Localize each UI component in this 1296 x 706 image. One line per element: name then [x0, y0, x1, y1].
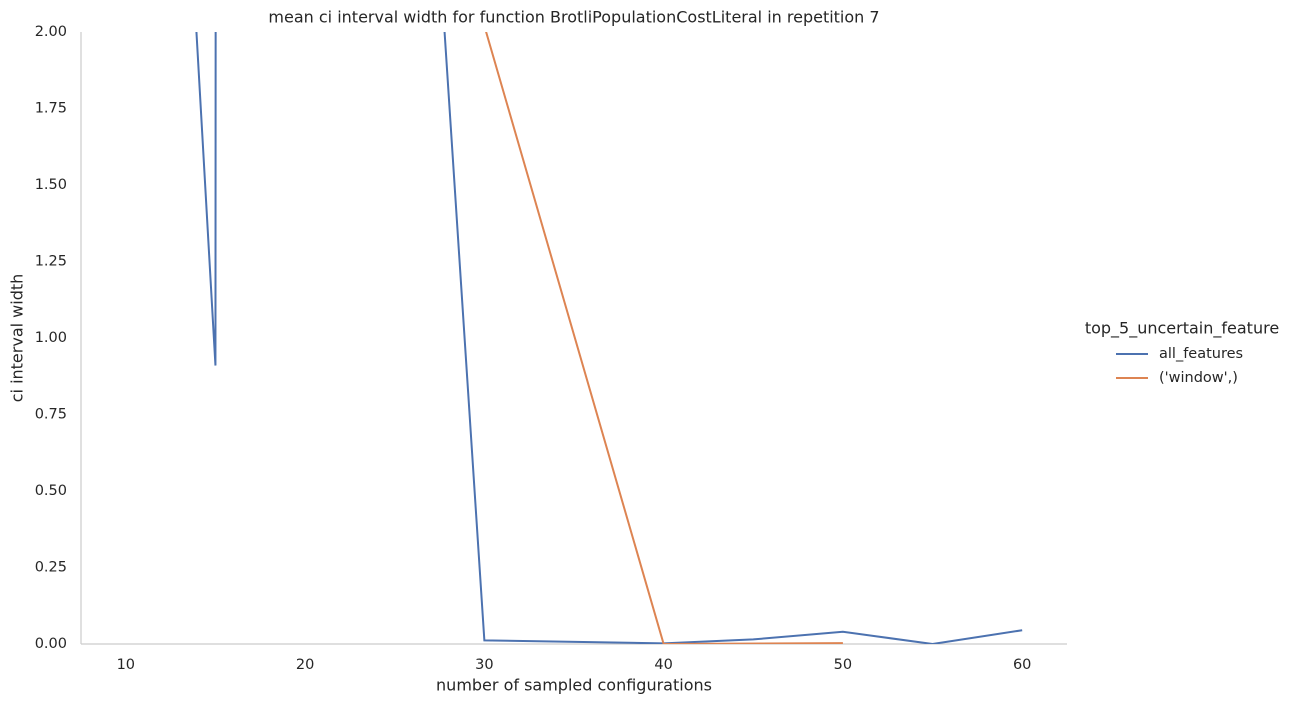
- y-tick-label: 0.50: [35, 483, 67, 499]
- line-series: [195, 32, 1023, 644]
- y-tick-label: 1.00: [35, 330, 67, 346]
- x-axis-label: number of sampled configurations: [436, 676, 712, 695]
- y-tick-label: 0.75: [35, 407, 67, 423]
- x-tick-label: 50: [834, 657, 852, 673]
- y-tick-label: 2.00: [35, 24, 67, 40]
- chart-title: mean ci interval width for function Brot…: [268, 8, 879, 27]
- x-tick-label: 10: [117, 657, 135, 673]
- y-axis-label: ci interval width: [8, 274, 27, 403]
- line-series: [485, 32, 843, 644]
- legend-label: ('window',): [1159, 370, 1238, 386]
- y-tick-label: 0.00: [35, 636, 67, 652]
- y-tick-label: 1.50: [35, 177, 67, 193]
- x-tick-label: 30: [475, 657, 493, 673]
- x-tick-label: 20: [296, 657, 314, 673]
- y-tick-label: 1.25: [35, 254, 67, 270]
- legend-title: top_5_uncertain_feature: [1085, 319, 1279, 339]
- y-tick-label: 0.25: [35, 560, 67, 576]
- legend-label: all_features: [1159, 346, 1243, 362]
- x-tick-label: 60: [1013, 657, 1031, 673]
- y-tick-label: 1.75: [35, 101, 67, 117]
- x-tick-label: 40: [654, 657, 672, 673]
